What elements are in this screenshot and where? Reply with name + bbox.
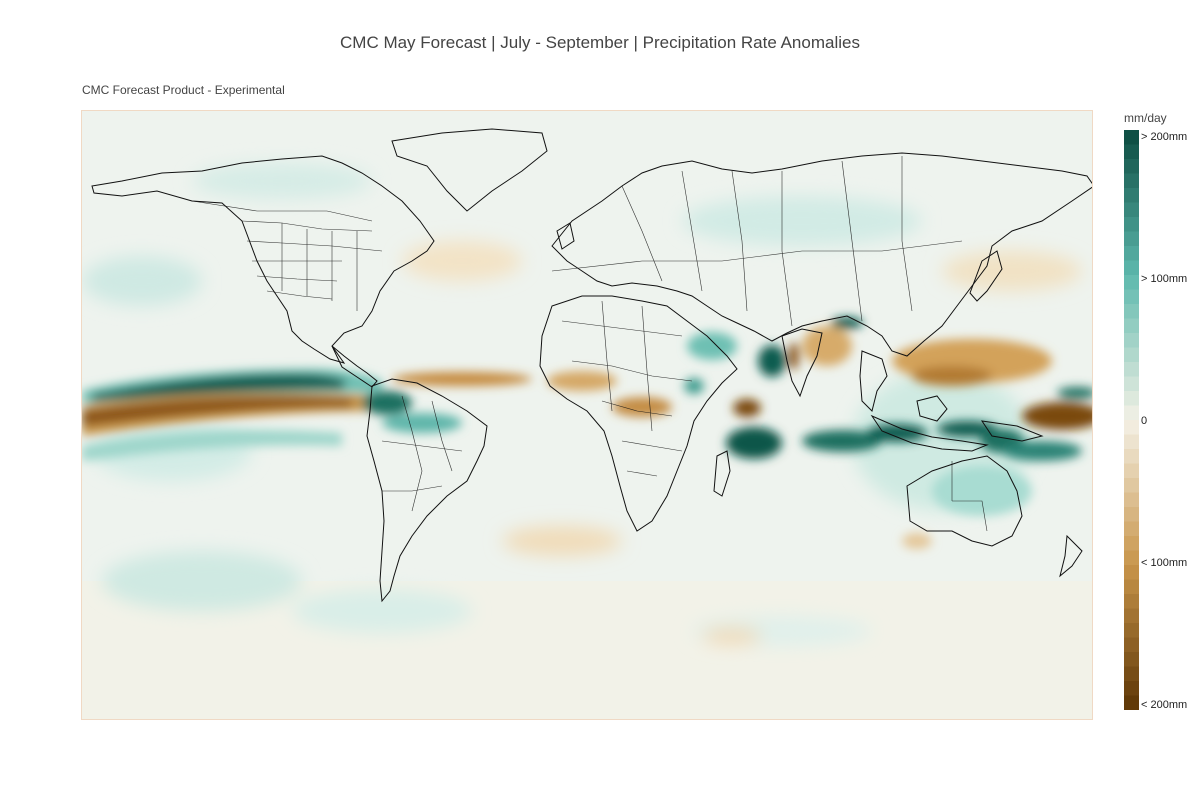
japan-outline — [969, 250, 1003, 302]
colorbar-band — [1124, 391, 1139, 407]
uk-outline — [556, 222, 575, 250]
colorbar-band — [1124, 565, 1139, 581]
colorbar-band — [1124, 579, 1139, 595]
new-zealand-outline — [1059, 534, 1083, 578]
colorbar-title: mm/day — [1124, 111, 1167, 125]
colorbar-band — [1124, 449, 1139, 465]
new-guinea-outline — [980, 420, 1044, 442]
colorbar-band — [1124, 376, 1139, 392]
colorbar-band — [1124, 623, 1139, 639]
colorbar-band — [1124, 217, 1139, 233]
colorbar-bands — [1124, 130, 1139, 710]
eurasia-outline — [551, 152, 1092, 357]
colorbar-band — [1124, 652, 1139, 668]
colorbar-band — [1124, 246, 1139, 262]
colorbar-band — [1124, 536, 1139, 552]
borneo-outline — [916, 395, 948, 422]
colorbar-tick-label: < 100mm — [1141, 557, 1188, 569]
colorbar-band — [1124, 695, 1139, 710]
colorbar-band — [1124, 333, 1139, 349]
colorbar-band — [1124, 231, 1139, 247]
colorbar-band — [1124, 507, 1139, 523]
colorbar-band — [1124, 420, 1139, 436]
country-borders — [191, 156, 988, 532]
colorbar-band — [1124, 521, 1139, 537]
indonesia-outline — [870, 414, 989, 452]
colorbar-band — [1124, 260, 1139, 276]
colorbar-band — [1124, 637, 1139, 653]
africa-outline — [539, 295, 738, 532]
colorbar — [1124, 130, 1139, 710]
colorbar-band — [1124, 289, 1139, 305]
colorbar-tick-label: > 100mm — [1141, 273, 1188, 285]
colorbar-band — [1124, 362, 1139, 378]
madagascar-outline — [713, 450, 731, 497]
colorbar-tick-label: < 200mm — [1141, 699, 1188, 711]
colorbar-band — [1124, 594, 1139, 610]
colorbar-band — [1124, 405, 1139, 421]
colorbar-band — [1124, 550, 1139, 566]
forecast-map[interactable] — [81, 110, 1093, 720]
colorbar-band — [1124, 478, 1139, 494]
central-america-outline — [331, 345, 378, 388]
colorbar-band — [1124, 347, 1139, 363]
colorbar-band — [1124, 681, 1139, 697]
colorbar-tick-label: > 200mm — [1141, 131, 1188, 143]
colorbar-band — [1124, 492, 1139, 508]
colorbar-band — [1124, 130, 1139, 146]
colorbar-band — [1124, 275, 1139, 291]
colorbar-band — [1124, 666, 1139, 682]
coastlines — [91, 128, 1092, 603]
strong-anomalies — [82, 317, 1092, 549]
colorbar-band — [1124, 202, 1139, 218]
colorbar-band — [1124, 608, 1139, 624]
map-svg — [82, 111, 1092, 719]
india-outline — [781, 328, 823, 398]
greenland-outline — [391, 128, 548, 212]
colorbar-tick-label: 0 — [1141, 415, 1148, 427]
colorbar-band — [1124, 318, 1139, 334]
colorbar-band — [1124, 144, 1139, 160]
colorbar-band — [1124, 304, 1139, 320]
chart-subtitle: CMC Forecast Product - Experimental — [82, 83, 285, 97]
colorbar-band — [1124, 159, 1139, 175]
colorbar-band — [1124, 434, 1139, 450]
colorbar-band — [1124, 173, 1139, 189]
chart-title: CMC May Forecast | July - September | Pr… — [340, 33, 860, 52]
colorbar-band — [1124, 463, 1139, 479]
australia-outline — [906, 455, 1023, 547]
colorbar-band — [1124, 188, 1139, 204]
south-america-outline — [366, 378, 488, 603]
se-asia-outline — [859, 350, 888, 412]
